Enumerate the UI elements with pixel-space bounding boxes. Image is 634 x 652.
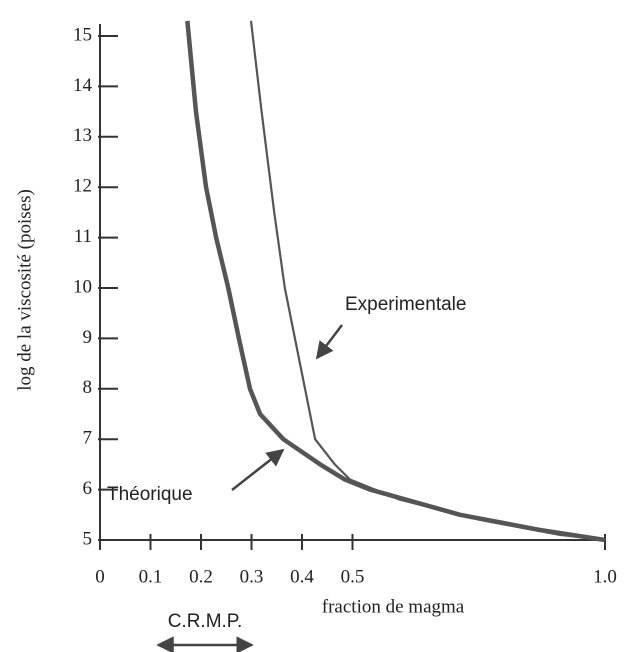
annotation: C.R.M.P. [168,611,243,632]
y-tick-label: 14 [73,75,93,96]
y-tick-label: 8 [83,377,93,398]
x-tick-label: 0.5 [341,566,365,587]
x-tick-label: 1.0 [593,566,617,587]
y-tick-label: 15 [73,24,92,45]
arrow [315,324,343,360]
y-tick-label: 6 [83,478,93,499]
y-tick-label: 7 [83,428,93,449]
y-axis-label: log de la viscosité (poises) [14,189,35,391]
x-tick-label: 0.3 [240,566,264,587]
line-series [249,20,606,542]
x-axis-label: fraction de magma [322,596,465,617]
x-tick-label: 0.2 [189,566,213,587]
x-tick-label: 0.4 [290,566,314,587]
x-tick-label: 0.1 [139,566,163,587]
arrow [231,448,285,491]
y-tick-label: 5 [83,528,93,549]
y-tick-label: 12 [73,176,92,197]
y-tick-label: 11 [74,226,92,247]
line-series [185,20,606,543]
annotation: Théorique [107,484,193,505]
y-tick-label: 10 [73,276,92,297]
y-tick-label: 13 [73,125,92,146]
x-tick-label: 0 [95,566,105,587]
y-tick-label: 9 [83,327,93,348]
annotation: Experimentale [345,294,466,315]
